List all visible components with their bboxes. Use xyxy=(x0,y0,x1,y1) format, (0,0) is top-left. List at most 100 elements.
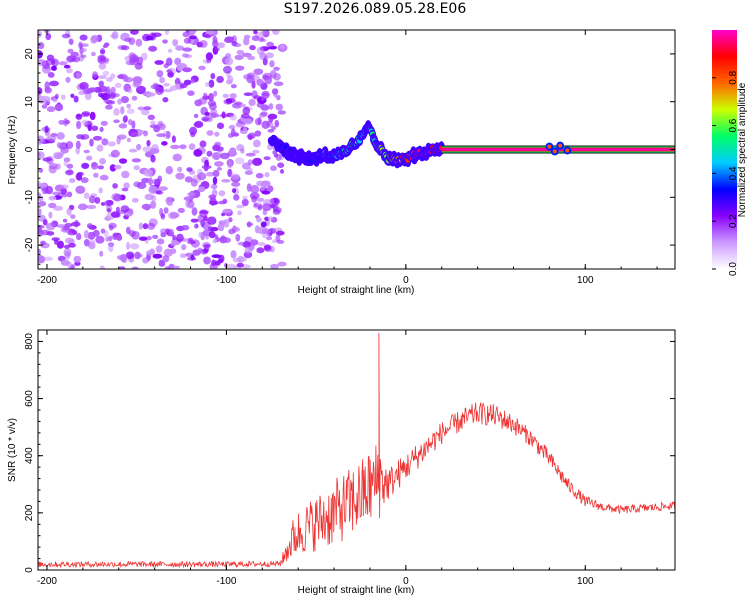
y-tick-label: -10 xyxy=(24,190,35,205)
noise-speckle xyxy=(218,258,224,264)
noise-speckle xyxy=(235,157,245,165)
noise-speckle xyxy=(268,103,274,110)
noise-speckle xyxy=(45,59,55,66)
noise-speckle xyxy=(256,78,265,87)
noise-speckle xyxy=(212,35,218,44)
noise-speckle xyxy=(267,113,278,120)
noise-speckle xyxy=(263,55,268,63)
noise-speckle xyxy=(229,114,237,121)
noise-speckle xyxy=(64,119,70,125)
noise-speckle xyxy=(249,45,256,51)
noise-speckle xyxy=(217,42,226,49)
noise-speckle xyxy=(277,162,285,168)
noise-speckle xyxy=(241,264,251,269)
noise-speckle xyxy=(114,164,122,170)
noise-speckle xyxy=(220,152,230,160)
noise-speckle xyxy=(150,200,157,209)
noise-speckle xyxy=(232,102,242,109)
noise-speckle xyxy=(190,218,199,223)
noise-speckle xyxy=(145,92,156,97)
noise-speckle xyxy=(143,168,154,177)
noise-speckle xyxy=(277,261,287,267)
noise-speckle xyxy=(134,62,143,70)
noise-speckle xyxy=(223,219,230,228)
y-tick-label: 800 xyxy=(24,333,35,350)
noise-speckle xyxy=(244,170,254,175)
noise-speckle xyxy=(100,48,106,55)
noise-speckle xyxy=(89,239,96,246)
noise-speckle xyxy=(280,169,284,174)
noise-speckle xyxy=(138,236,148,241)
noise-speckle xyxy=(232,43,242,48)
noise-speckle xyxy=(264,172,270,178)
noise-speckle xyxy=(67,261,73,269)
noise-speckle xyxy=(70,93,75,99)
noise-speckle xyxy=(164,30,170,35)
noise-speckle xyxy=(162,255,170,263)
noise-speckle xyxy=(257,204,263,211)
noise-speckle xyxy=(117,98,123,105)
noise-speckle xyxy=(99,265,105,269)
noise-speckle xyxy=(65,76,71,83)
noise-speckle xyxy=(218,190,226,197)
noise-speckle xyxy=(128,230,136,237)
noise-speckle xyxy=(222,93,229,98)
noise-speckle xyxy=(230,173,240,180)
colorbar: 0.0 0.2 0.4 0.6 0.8 Normalized spectral ampl… xyxy=(712,30,748,276)
noise-speckle xyxy=(197,172,207,181)
noise-speckle xyxy=(249,192,260,200)
noise-speckle xyxy=(187,240,196,245)
noise-speckle xyxy=(132,76,143,84)
noise-speckle xyxy=(216,75,224,84)
noise-speckle xyxy=(97,75,107,79)
noise-speckle xyxy=(277,110,286,115)
noise-speckle xyxy=(186,167,193,172)
noise-speckle xyxy=(217,223,225,232)
noise-speckle xyxy=(75,113,83,120)
noise-speckle xyxy=(38,255,46,264)
noise-speckle xyxy=(113,119,120,124)
noise-speckle xyxy=(221,179,231,183)
noise-speckle xyxy=(228,124,236,130)
noise-speckle xyxy=(128,148,138,153)
colorbar-tick-label: 0.6 xyxy=(728,118,739,132)
noise-speckle xyxy=(120,205,130,213)
noise-speckle xyxy=(48,195,57,201)
noise-speckle xyxy=(206,150,213,157)
noise-speckle xyxy=(152,178,160,185)
noise-speckle xyxy=(180,225,190,231)
x-tick-label: 100 xyxy=(577,576,594,587)
noise-speckle xyxy=(65,141,74,150)
noise-speckle xyxy=(158,261,165,267)
noise-speckle xyxy=(120,253,127,263)
noise-speckle xyxy=(184,176,193,183)
noise-speckle xyxy=(100,93,111,101)
noise-speckle xyxy=(227,75,234,84)
noise-speckle xyxy=(104,200,112,207)
noise-speckle xyxy=(204,82,210,87)
noise-speckle xyxy=(112,183,118,189)
noise-speckle xyxy=(118,266,126,269)
noise-speckle xyxy=(126,241,130,250)
noise-speckle xyxy=(170,242,178,247)
noise-speckle xyxy=(275,153,282,161)
noise-speckle xyxy=(45,33,52,41)
noise-speckle xyxy=(136,144,141,151)
noise-speckle xyxy=(66,67,73,74)
noise-speckle xyxy=(187,30,197,33)
noise-speckle xyxy=(80,54,87,59)
noise-speckle xyxy=(266,41,274,48)
noise-speckle xyxy=(168,263,175,269)
noise-speckle xyxy=(256,46,265,55)
noise-speckle xyxy=(38,151,45,159)
noise-speckle xyxy=(66,163,74,169)
noise-speckle xyxy=(126,103,131,109)
noise-speckle xyxy=(145,35,154,41)
noise-speckle xyxy=(131,120,136,129)
noise-speckle xyxy=(186,192,196,197)
noise-speckle xyxy=(167,71,174,78)
noise-speckle xyxy=(243,37,250,46)
noise-speckle xyxy=(155,190,163,195)
